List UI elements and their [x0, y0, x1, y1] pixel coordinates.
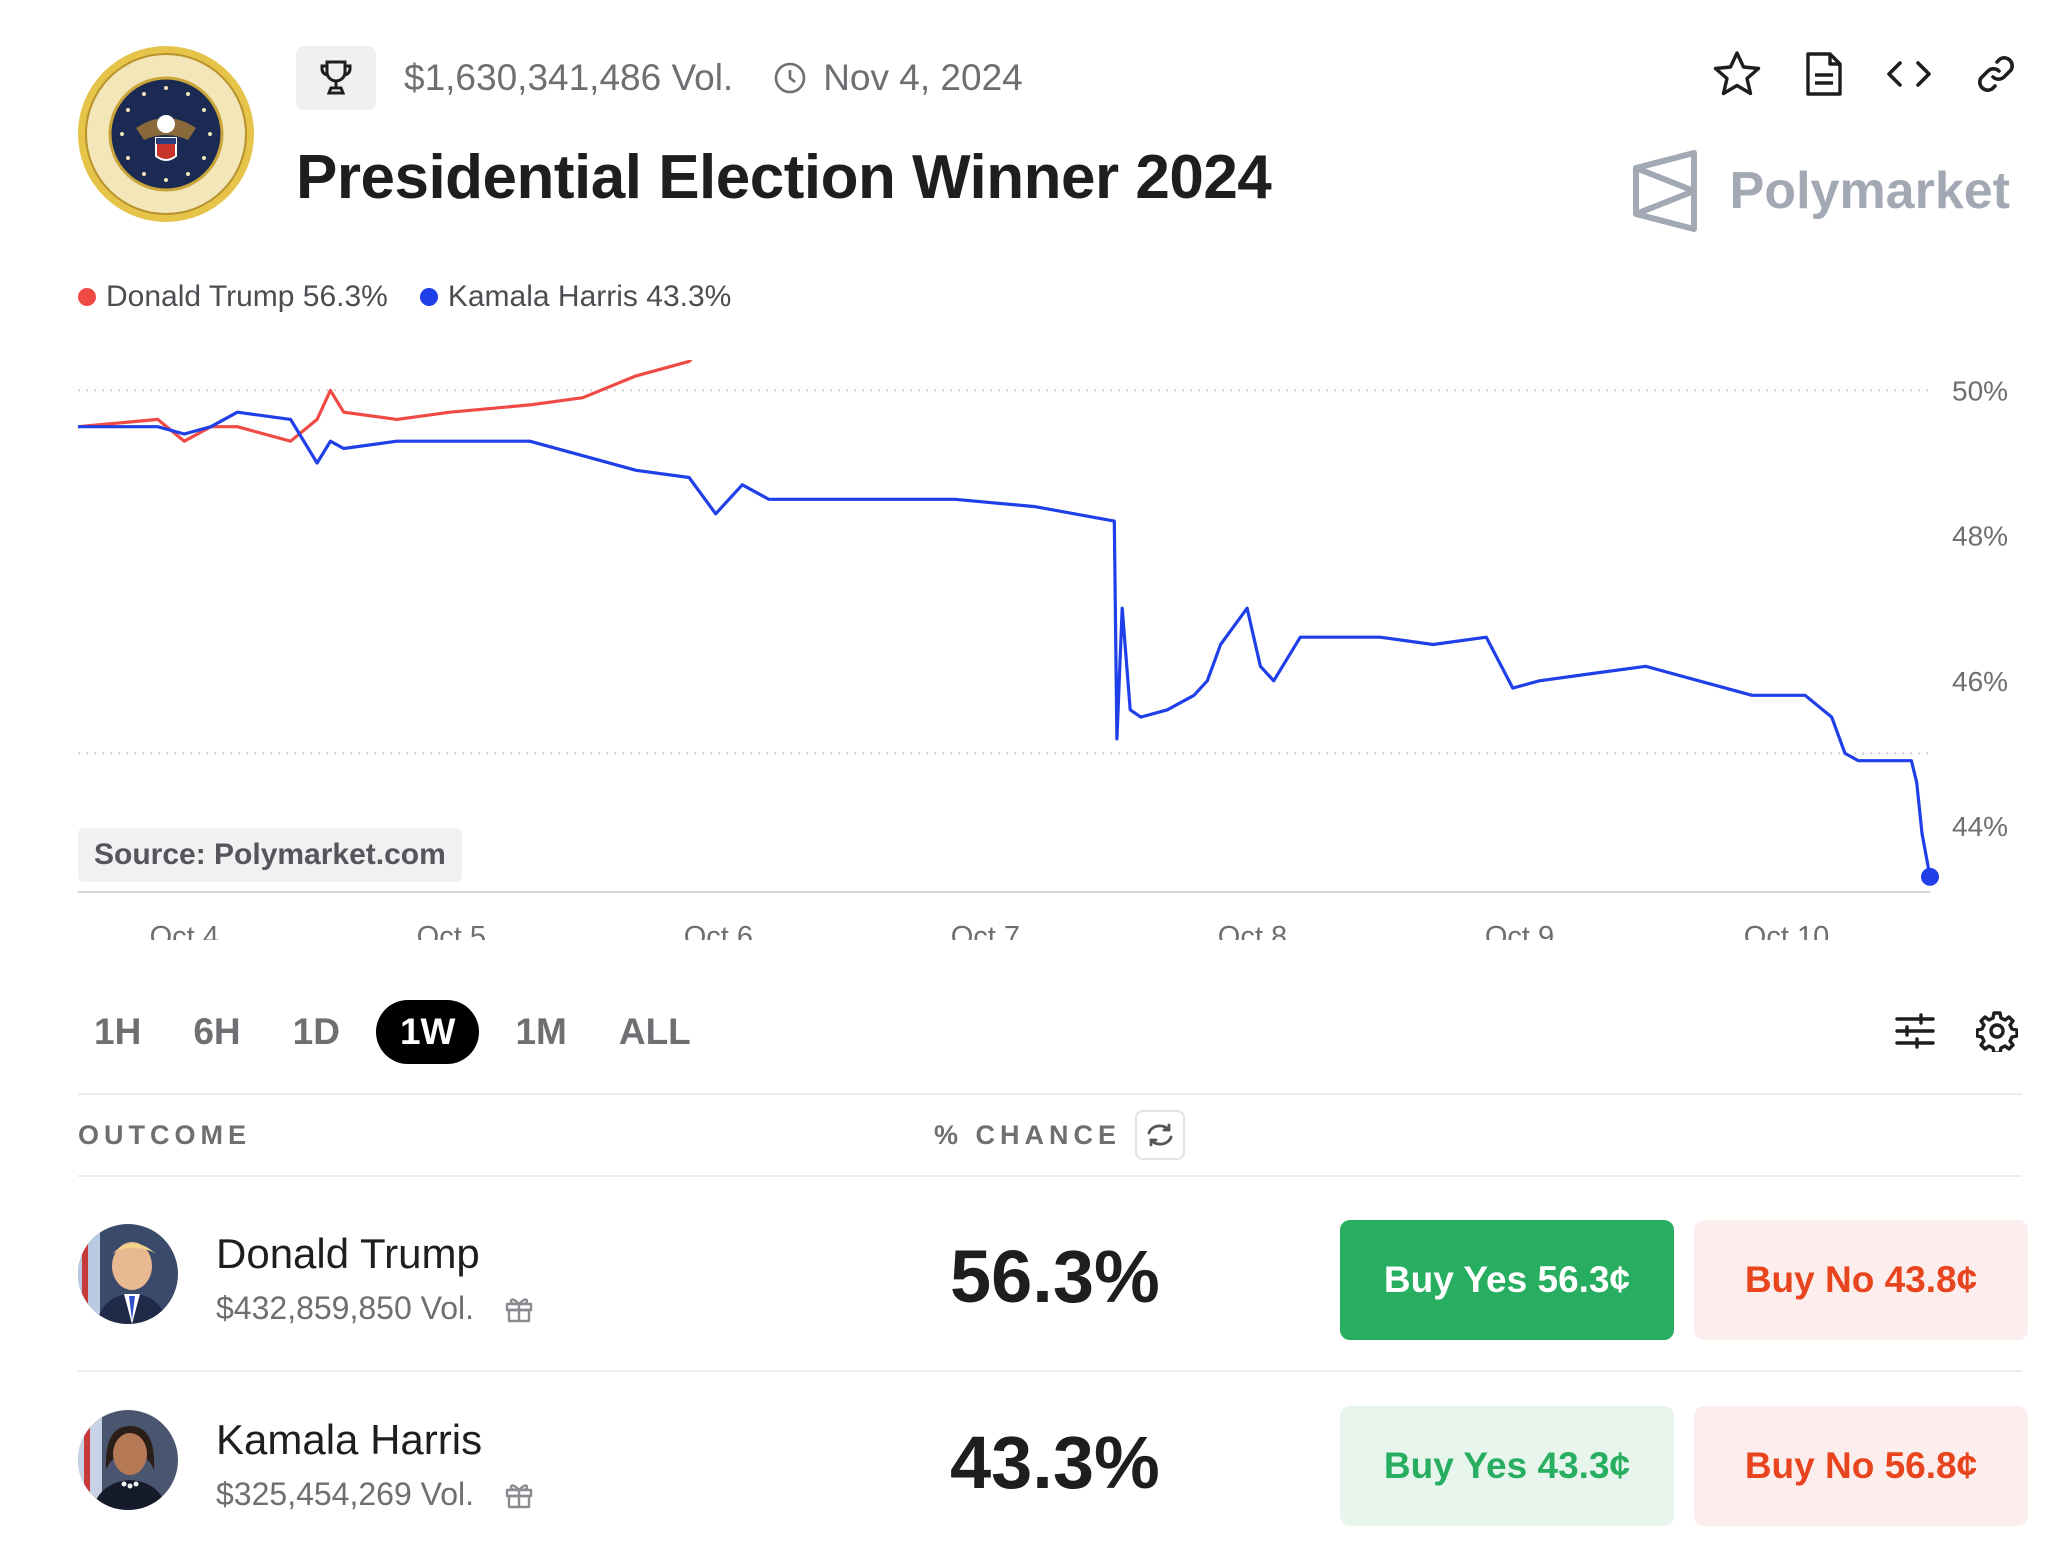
- outcome-row-harris: Kamala Harris $325,454,269 Vol. 43.3% Bu…: [78, 1376, 2028, 1556]
- link-icon[interactable]: [1974, 52, 2018, 96]
- y-tick-label: 46%: [1952, 666, 2008, 697]
- legend-item-harris: Kamala Harris 43.3%: [419, 280, 732, 314]
- x-tick-label: Oct 6: [684, 921, 753, 940]
- x-tick-label: Oct 10: [1744, 921, 1829, 940]
- refresh-button[interactable]: [1135, 1110, 1186, 1160]
- chance-value: 43.3%: [950, 1421, 1160, 1504]
- refresh-icon: [1147, 1123, 1173, 1147]
- buy-yes-button[interactable]: Buy Yes 43.3¢: [1340, 1406, 1674, 1526]
- legend-name-trump: Donald Trump: [106, 280, 295, 313]
- chart-source-label: Source: Polymarket.com: [78, 828, 462, 882]
- code-icon[interactable]: [1886, 59, 1932, 89]
- buy-no-button[interactable]: Buy No 43.8¢: [1694, 1220, 2028, 1340]
- avatar-trump: [78, 1224, 178, 1324]
- series-endpoint-harris: [1921, 867, 1939, 886]
- x-tick-label: Oct 4: [150, 921, 219, 940]
- series-line-harris: [78, 410, 1932, 878]
- gift-icon[interactable]: [504, 1294, 534, 1324]
- brand: Polymarket: [1632, 150, 2010, 232]
- brand-name: Polymarket: [1729, 162, 2010, 220]
- col-header-chance: % CHANCE: [934, 1119, 1122, 1150]
- candidate-volume-wrap: $325,454,269 Vol.: [216, 1476, 534, 1513]
- legend-dot-harris: [419, 288, 438, 306]
- range-1m[interactable]: 1M: [515, 1011, 567, 1052]
- range-1h[interactable]: 1H: [94, 1011, 142, 1052]
- divider: [78, 1175, 2022, 1177]
- chart-legend: Donald Trump 56.3% Kamala Harris 43.3%: [78, 280, 763, 314]
- y-tick-label: 50%: [1952, 375, 2008, 406]
- col-header-outcome: OUTCOME: [78, 1120, 251, 1150]
- legend-dot-trump: [78, 288, 96, 306]
- x-tick-label: Oct 9: [1485, 921, 1554, 940]
- series-line-trump: [77, 360, 693, 443]
- y-tick-label: 44%: [1952, 811, 2008, 842]
- divider: [78, 1370, 2022, 1372]
- clock-icon: [774, 62, 806, 94]
- y-tick-label: 48%: [1952, 521, 2008, 552]
- gift-icon[interactable]: [504, 1480, 534, 1510]
- buy-no-button[interactable]: Buy No 56.8¢: [1694, 1406, 2028, 1526]
- avatar-harris: [78, 1410, 178, 1510]
- x-tick-label: Oct 7: [951, 921, 1020, 940]
- range-1d[interactable]: 1D: [292, 1011, 340, 1052]
- candidate-volume: $325,454,269 Vol.: [216, 1476, 475, 1512]
- polymarket-logo-icon: [1632, 150, 1697, 232]
- legend-item-trump: Donald Trump 56.3%: [78, 280, 388, 314]
- time-range-tabs: 1H 6H 1D 1W 1M ALL: [78, 1000, 707, 1064]
- trophy-icon: [320, 60, 352, 95]
- range-1w[interactable]: 1W: [375, 1000, 480, 1064]
- chance-value: 56.3%: [950, 1235, 1160, 1318]
- presidential-seal-logo: [78, 46, 254, 222]
- x-tick-label: Oct 5: [417, 921, 486, 940]
- document-icon[interactable]: [1804, 51, 1844, 97]
- buy-yes-button[interactable]: Buy Yes 56.3¢: [1340, 1220, 1674, 1340]
- outcome-row-trump: Donald Trump $432,859,850 Vol. 56.3% Buy…: [78, 1190, 2028, 1370]
- total-volume: $1,630,341,486 Vol.: [404, 57, 734, 98]
- x-tick-label: Oct 8: [1218, 921, 1287, 940]
- candidate-name[interactable]: Kamala Harris: [216, 1416, 483, 1463]
- candidate-volume: $432,859,850 Vol.: [216, 1290, 475, 1326]
- legend-name-harris: Kamala Harris: [447, 280, 638, 313]
- end-date: Nov 4, 2024: [823, 57, 1023, 98]
- candidate-name[interactable]: Donald Trump: [216, 1230, 480, 1277]
- star-icon[interactable]: [1712, 50, 1762, 98]
- candidate-volume-wrap: $432,859,850 Vol.: [216, 1290, 534, 1327]
- settings-gear-icon[interactable]: [1976, 1010, 2018, 1052]
- divider: [78, 1093, 2022, 1095]
- col-header-chance-wrap: % CHANCE: [934, 1110, 1186, 1160]
- sliders-icon[interactable]: [1894, 1012, 1936, 1050]
- trophy-button[interactable]: [296, 46, 376, 110]
- legend-value-harris: 43.3%: [646, 280, 732, 313]
- range-all[interactable]: ALL: [618, 1011, 691, 1052]
- range-6h[interactable]: 6H: [193, 1011, 241, 1052]
- legend-value-trump: 56.3%: [302, 280, 388, 313]
- page-title: Presidential Election Winner 2024: [296, 143, 1272, 212]
